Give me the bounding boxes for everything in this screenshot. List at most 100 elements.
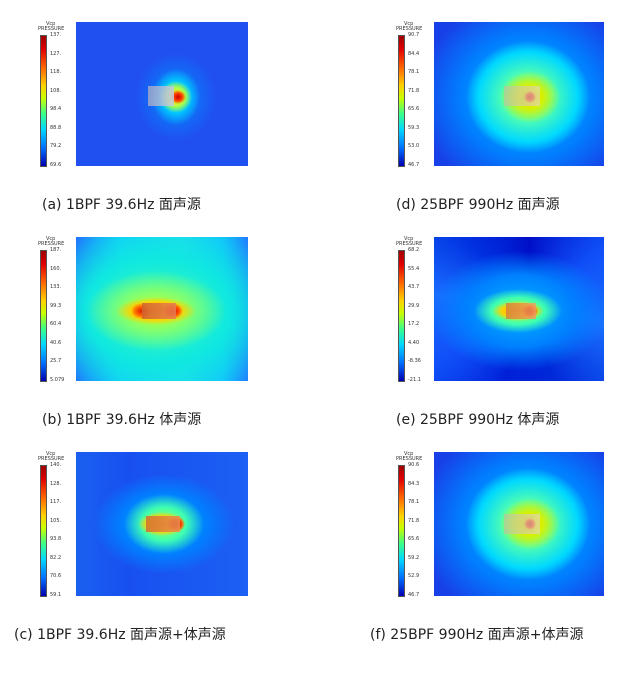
tick-label: 98.4 xyxy=(50,106,62,112)
colorbar-ticks: 140. 128. 117. 105. 93.8 82.2 70.6 59.1 xyxy=(50,463,74,599)
legend: Vcp PRESSURE 187. 160. 133. 99.3 60.4 40… xyxy=(38,237,68,387)
legend-quantity: PRESSURE xyxy=(396,26,423,32)
colorbar-ticks: 187. 160. 133. 99.3 60.4 40.6 25.7 5.079 xyxy=(50,248,74,384)
tick-label: 52.9 xyxy=(408,573,420,579)
panel-caption: (c) 1BPF 39.6Hz 面声源+体声源 xyxy=(14,627,226,643)
tick-label: 5.079 xyxy=(50,376,65,383)
legend: Vcp PRESSURE 137. 127. 118. 108. 98.4 88… xyxy=(38,22,68,172)
colorbar-ticks: 90.6 84.3 78.1 71.8 65.6 59.2 52.9 46.7 xyxy=(408,463,432,599)
tick-label: 118. xyxy=(50,69,62,75)
tick-label: 99.3 xyxy=(50,302,62,309)
colorbar xyxy=(40,35,47,167)
legend-title: Vcp PRESSURE xyxy=(38,22,72,32)
colorbar xyxy=(398,35,405,167)
panel-f: Vcp PRESSURE 90.6 84.3 78.1 71.8 65.6 59… xyxy=(370,452,604,662)
tick-label: 90.7 xyxy=(408,32,420,38)
legend-quantity: PRESSURE xyxy=(38,456,65,462)
tick-label: 71.8 xyxy=(408,87,420,94)
legend: Vcp PRESSURE 90.6 84.3 78.1 71.8 65.6 59… xyxy=(396,452,426,602)
tick-label: 127. xyxy=(50,50,62,57)
legend-variable: Vcp xyxy=(404,451,414,457)
aircraft-fuselage-shape xyxy=(146,516,180,532)
tick-label: 46.7 xyxy=(408,591,420,598)
legend-quantity: PRESSURE xyxy=(396,241,423,247)
colorbar-ticks: 90.7 84.4 78.1 71.8 65.6 59.3 53.0 46.7 xyxy=(408,33,432,169)
tick-label: 17.2 xyxy=(408,321,420,327)
tick-label: 133. xyxy=(50,284,62,290)
tick-label: 40.6 xyxy=(50,339,62,346)
tick-label: 140. xyxy=(50,462,62,468)
colorbar xyxy=(398,250,405,382)
tick-label: 60.4 xyxy=(50,321,62,327)
aircraft-fuselage-shape xyxy=(506,303,536,319)
tick-label: 53.0 xyxy=(408,143,420,149)
panel-caption: (d) 25BPF 990Hz 面声源 xyxy=(396,197,560,213)
tick-label: 128. xyxy=(50,480,62,487)
tick-label: 187. xyxy=(50,247,62,253)
tick-label: 93.8 xyxy=(50,536,62,542)
tick-label: 46.7 xyxy=(408,161,420,168)
legend-title: Vcp PRESSURE xyxy=(38,452,72,462)
tick-label: 59.1 xyxy=(50,591,62,598)
aircraft-fuselage-shape xyxy=(142,303,176,319)
panel-caption: (e) 25BPF 990Hz 体声源 xyxy=(396,412,560,428)
legend-variable: Vcp xyxy=(46,21,56,27)
legend-variable: Vcp xyxy=(46,236,56,242)
tick-label: 59.3 xyxy=(408,124,420,131)
tick-label: 65.6 xyxy=(408,106,420,112)
panel-caption: (b) 1BPF 39.6Hz 体声源 xyxy=(42,412,202,428)
tick-label: 43.7 xyxy=(408,284,420,290)
legend: Vcp PRESSURE 90.7 84.4 78.1 71.8 65.6 59… xyxy=(396,22,426,172)
tick-label: 88.8 xyxy=(50,124,62,131)
legend-variable: Vcp xyxy=(404,21,414,27)
tick-label: 117. xyxy=(50,499,62,505)
tick-label: 90.6 xyxy=(408,462,420,468)
tick-label: 84.4 xyxy=(408,50,420,57)
panel-e: Vcp PRESSURE 68.2 55.4 43.7 29.9 17.2 4.… xyxy=(396,237,604,447)
legend-title: Vcp PRESSURE xyxy=(396,452,430,462)
tick-label: 68.2 xyxy=(408,247,420,253)
aircraft-fuselage-shape xyxy=(504,86,540,106)
tick-label: 78.1 xyxy=(408,499,420,505)
tick-label: 65.6 xyxy=(408,536,420,542)
colorbar xyxy=(40,465,47,597)
legend-quantity: PRESSURE xyxy=(396,456,423,462)
tick-label: 55.4 xyxy=(408,265,420,272)
colorbar-ticks: 68.2 55.4 43.7 29.9 17.2 4.40 -8.36 -21.… xyxy=(408,248,432,384)
colorbar xyxy=(398,465,405,597)
tick-label: -8.36 xyxy=(408,358,421,364)
legend: Vcp PRESSURE 68.2 55.4 43.7 29.9 17.2 4.… xyxy=(396,237,426,387)
legend-title: Vcp PRESSURE xyxy=(38,237,72,247)
tick-label: 70.6 xyxy=(50,573,62,579)
tick-label: 69.6 xyxy=(50,161,62,168)
colorbar xyxy=(40,250,47,382)
legend-variable: Vcp xyxy=(404,236,414,242)
legend-title: Vcp PRESSURE xyxy=(396,22,430,32)
legend: Vcp PRESSURE 140. 128. 117. 105. 93.8 82… xyxy=(38,452,68,602)
panel-caption: (a) 1BPF 39.6Hz 面声源 xyxy=(42,197,201,213)
panel-c: Vcp PRESSURE 140. 128. 117. 105. 93.8 82… xyxy=(14,452,248,662)
aircraft-fuselage-shape xyxy=(148,86,174,106)
tick-label: 29.9 xyxy=(408,302,420,309)
tick-label: 105. xyxy=(50,517,62,524)
tick-label: 160. xyxy=(50,265,62,272)
pressure-field-image xyxy=(434,237,604,381)
pressure-field-image xyxy=(434,452,604,596)
tick-label: 59.2 xyxy=(408,554,420,561)
tick-label: 84.3 xyxy=(408,480,420,487)
legend-quantity: PRESSURE xyxy=(38,241,65,247)
tick-label: 137. xyxy=(50,32,62,38)
pressure-field-image xyxy=(434,22,604,166)
aircraft-fuselage-shape xyxy=(504,514,540,534)
panel-a: Vcp PRESSURE 137. 127. 118. 108. 98.4 88… xyxy=(38,22,248,232)
legend-variable: Vcp xyxy=(46,451,56,457)
tick-label: -21.1 xyxy=(408,376,421,383)
pressure-field-image xyxy=(76,237,248,381)
tick-label: 71.8 xyxy=(408,517,420,524)
tick-label: 108. xyxy=(50,87,62,94)
panel-b: Vcp PRESSURE 187. 160. 133. 99.3 60.4 40… xyxy=(38,237,248,447)
pressure-field-image xyxy=(76,452,248,596)
legend-quantity: PRESSURE xyxy=(38,26,65,32)
tick-label: 79.2 xyxy=(50,143,62,149)
tick-label: 4.40 xyxy=(408,339,420,346)
